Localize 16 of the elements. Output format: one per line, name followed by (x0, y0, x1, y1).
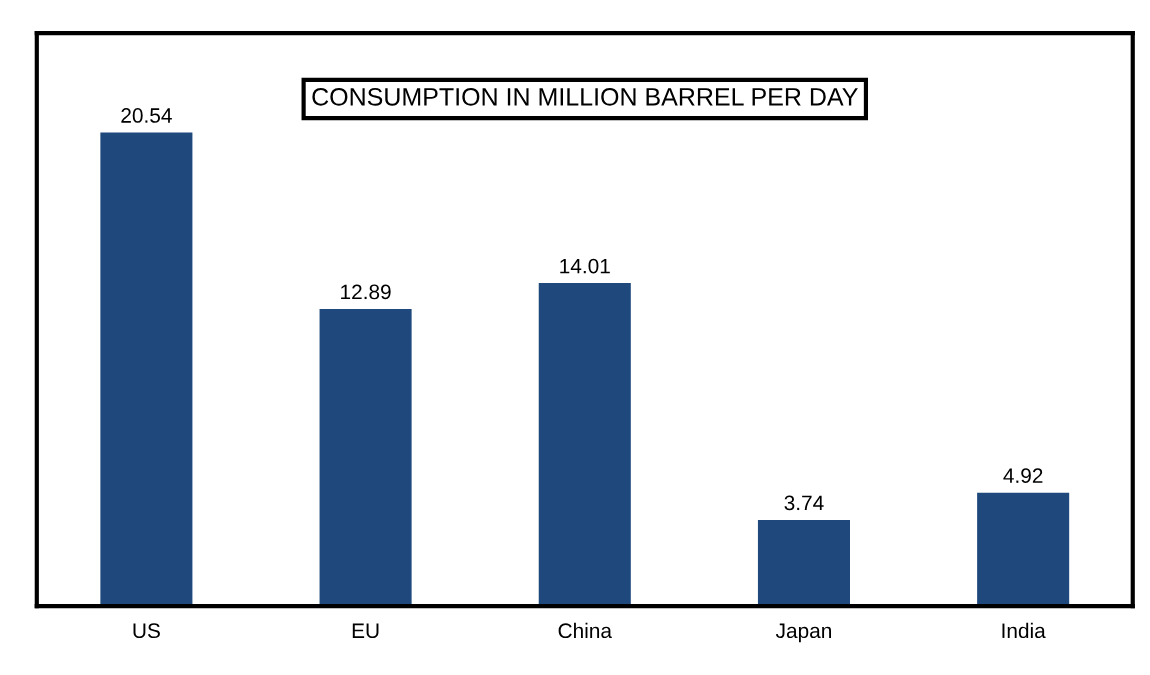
data-label: 14.01 (560, 258, 610, 274)
x-tick-label: US (133, 623, 160, 639)
x-tick-label: Japan (775, 623, 831, 643)
chart-title: CONSUMPTION IN MILLION BARREL PER DAY (312, 87, 858, 106)
bar (319, 308, 412, 607)
bar (538, 283, 631, 607)
bar (977, 492, 1070, 607)
data-label: 20.54 (121, 108, 172, 123)
bar (757, 519, 850, 607)
x-tick-label: India (1002, 622, 1046, 639)
x-tick-label: EU (352, 623, 379, 639)
data-label: 12.89 (341, 284, 391, 300)
bar (100, 132, 193, 607)
data-label: 3.74 (784, 495, 824, 511)
x-tick-label: China (558, 622, 612, 639)
data-label: 4.92 (1003, 468, 1043, 484)
